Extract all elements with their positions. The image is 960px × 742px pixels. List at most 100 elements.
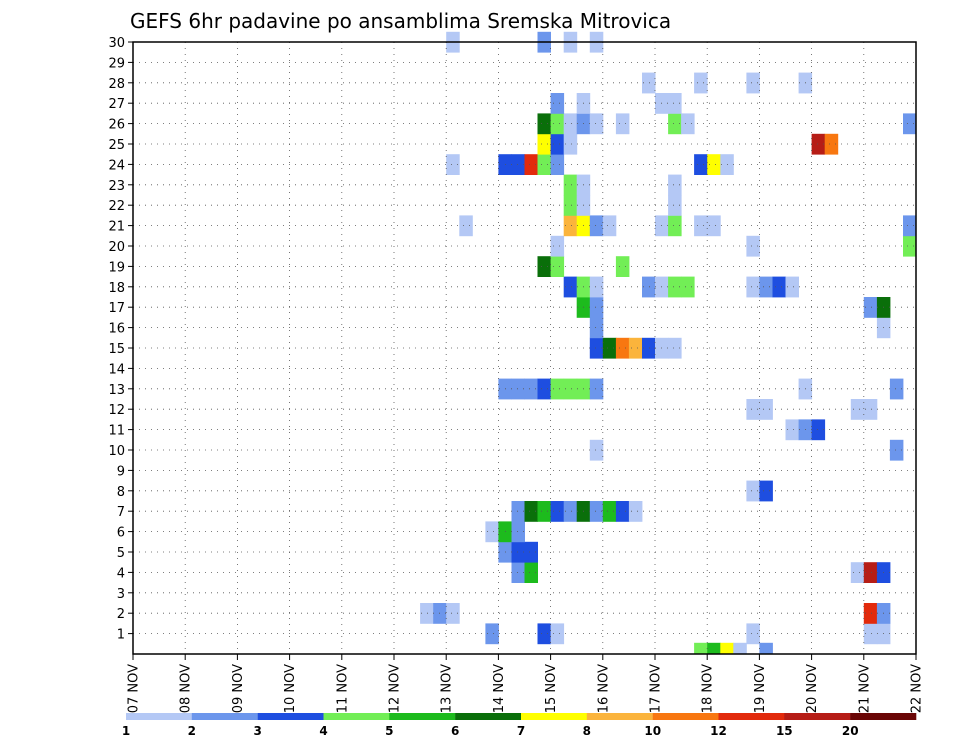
heatmap-cell [550,154,565,175]
y-tick-label: 11 [108,424,125,439]
heatmap-cell [550,501,565,522]
x-tick-label: 08 NOV [179,664,194,713]
x-tick-label: 18 NOV [701,664,716,713]
heatmap-cell [563,501,578,522]
heatmap-cell [759,276,773,298]
y-tick-label: 15 [108,342,125,357]
y-tick-label: 26 [108,118,125,133]
y-tick-label: 28 [108,77,125,92]
heatmap-cell [589,297,604,318]
heatmap-cell [615,256,630,277]
legend-label: 6 [451,724,459,738]
heatmap-cell [681,276,695,298]
y-tick-label: 6 [117,526,125,541]
legend-swatch [784,713,851,720]
y-tick-label: 2 [117,607,125,622]
heatmap-cell [589,378,604,400]
heatmap-cell [694,154,708,175]
heatmap-cell [537,133,551,155]
heatmap-cell [589,276,604,298]
heatmap-cell [642,72,656,94]
heatmap-cell [524,154,538,175]
heatmap-cell [615,337,630,359]
grid-lines [133,42,916,654]
heatmap-cell [511,378,525,400]
heatmap-cell [589,337,604,359]
heatmap-cell [446,154,460,175]
heatmap-cell [642,276,656,298]
heatmap-cell [511,501,525,522]
x-tick-label: 11 NOV [335,664,350,713]
x-tick-label: 17 NOV [649,664,664,713]
heatmap-cell [485,521,499,543]
legend-label: 7 [517,724,525,738]
legend-swatch [850,713,917,720]
heatmap-cell [720,642,734,654]
heatmap-cell [642,337,656,359]
y-tick-label: 20 [108,240,125,255]
heatmap-cell [863,603,878,624]
x-tick-label: 15 NOV [544,664,559,713]
heatmap-cell [563,276,578,298]
heatmap-cell [863,297,878,318]
heatmap-cell [668,276,682,298]
heatmap-cell [563,215,578,237]
heatmap-cell [694,72,708,94]
heatmap-cell [563,113,578,135]
heatmap-cell [550,235,565,257]
legend-label: 3 [254,724,262,738]
heatmap-cell [602,215,617,237]
y-tick-label: 30 [108,36,125,51]
heatmap-cell [511,521,525,543]
legend-label: 2 [188,724,196,738]
legend-label: 10 [644,724,661,738]
heatmap-cell [550,378,565,400]
heatmap-cell [537,256,551,277]
legend-swatch [652,713,719,720]
legend-swatch [191,713,258,720]
heatmap-cell [850,562,865,583]
y-axis-ticks: 1234567891011121314151617181920212223242… [108,36,133,643]
heatmap-cell [668,215,682,237]
heatmap-cell [759,399,773,420]
heatmap-cell [511,562,525,583]
legend-swatch [126,713,193,720]
heatmap-cell [863,562,878,583]
x-tick-label: 19 NOV [753,664,768,713]
heatmap-cell [785,419,799,441]
y-tick-label: 27 [108,97,125,112]
x-tick-label: 21 NOV [857,664,872,713]
heatmap-cell [746,276,760,298]
y-tick-label: 10 [108,444,125,459]
y-tick-label: 9 [117,464,125,479]
y-tick-label: 18 [108,281,125,296]
x-tick-label: 13 NOV [440,664,455,713]
heatmap-cell [602,501,617,522]
y-tick-label: 25 [108,138,125,153]
legend-label: 12 [710,724,727,738]
y-tick-label: 14 [108,362,125,377]
heatmap-cell [811,419,826,441]
heatmap-cell [668,113,682,135]
heatmap-cell [563,378,578,400]
heatmap-cell [759,480,773,502]
heatmap-cell [681,113,695,135]
legend-swatch [389,713,456,720]
y-tick-label: 22 [108,199,125,214]
heatmap-cell [446,603,460,624]
legend-swatch [521,713,588,720]
heatmap-cell [759,642,773,654]
y-tick-label: 23 [108,179,125,194]
heatmap-cell [863,399,878,420]
heatmap-cell [707,215,721,237]
heatmap-cell [746,480,760,502]
legend-swatch [586,713,653,720]
y-tick-label: 1 [117,628,125,643]
heatmap-cell [550,133,565,155]
legend-swatch [257,713,324,720]
legend-label: 15 [776,724,793,738]
heatmap-cell [746,623,760,645]
y-tick-label: 29 [108,56,125,71]
heatmap-cell [628,501,643,522]
heatmap-cell [694,215,708,237]
